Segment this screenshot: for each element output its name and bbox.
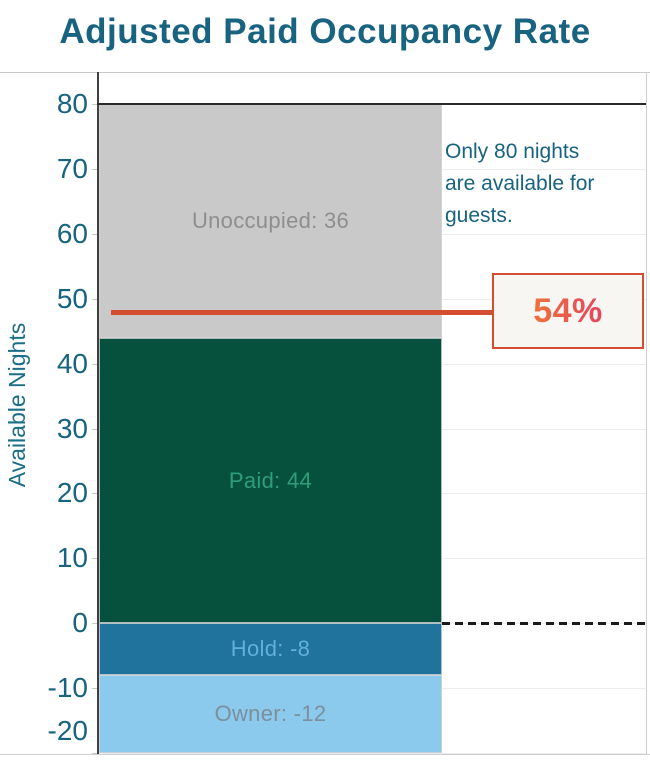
y-tick-label: 60: [56, 218, 88, 249]
y-tick-mark: [92, 558, 97, 559]
y-tick-mark: [92, 493, 97, 494]
y-axis-title: Available Nights: [4, 322, 30, 488]
y-tick-mark: [92, 753, 97, 754]
annotation-line: Only 80 nights: [445, 140, 580, 163]
bar-segment-label: Unoccupied: 36: [191, 208, 350, 233]
bar-segment-owner: Owner: -12: [99, 675, 442, 753]
grid-line: [99, 753, 646, 754]
y-tick-mark: [92, 688, 97, 689]
reference-line-80: [97, 103, 646, 105]
y-tick-mark: [92, 234, 97, 235]
bar-segment-label: Hold: -8: [230, 636, 311, 661]
occupancy-rate-value: 54%: [533, 291, 603, 330]
bar-segment-unoccupied: Unoccupied: 36: [99, 104, 442, 338]
y-tick-mark: [92, 364, 97, 365]
y-tick-mark: [92, 299, 97, 300]
y-tick-mark: [92, 104, 97, 105]
y-tick-label: 50: [56, 283, 88, 314]
occupancy-marker-line: [111, 310, 492, 315]
y-tick-label: 10: [56, 542, 88, 573]
annotation-line: guests.: [445, 204, 513, 227]
annotation-line: are available for: [445, 172, 595, 195]
y-tick-label: -10: [47, 672, 88, 703]
bar-segment-hold: Hold: -8: [99, 623, 442, 675]
y-tick-label: 40: [56, 348, 88, 379]
chart-title: Adjusted Paid Occupancy Rate: [59, 12, 591, 51]
y-tick-label: 80: [56, 88, 88, 119]
y-tick-label: 20: [56, 477, 88, 508]
y-tick-label: 0: [72, 607, 88, 638]
y-tick-mark: [92, 429, 97, 430]
occupancy-rate-callout: 54%: [492, 273, 644, 349]
plot-top-border: [0, 72, 650, 73]
y-tick-label: 30: [56, 413, 88, 444]
plot-right-border: [646, 72, 647, 755]
availability-annotation: Only 80 nights are available for guests.: [445, 136, 645, 232]
y-tick-mark: [92, 169, 97, 170]
bar-segment-paid: Paid: 44: [99, 338, 442, 623]
y-tick-label: -20: [47, 715, 88, 746]
y-tick-label: 70: [56, 153, 88, 184]
y-axis-line: [97, 72, 99, 754]
plot-bottom-border: [0, 754, 650, 755]
bar-segment-label: Owner: -12: [214, 701, 327, 726]
y-tick-mark: [92, 623, 97, 624]
zero-dashed-line: [442, 622, 650, 625]
bar-segment-label: Paid: 44: [228, 467, 313, 493]
